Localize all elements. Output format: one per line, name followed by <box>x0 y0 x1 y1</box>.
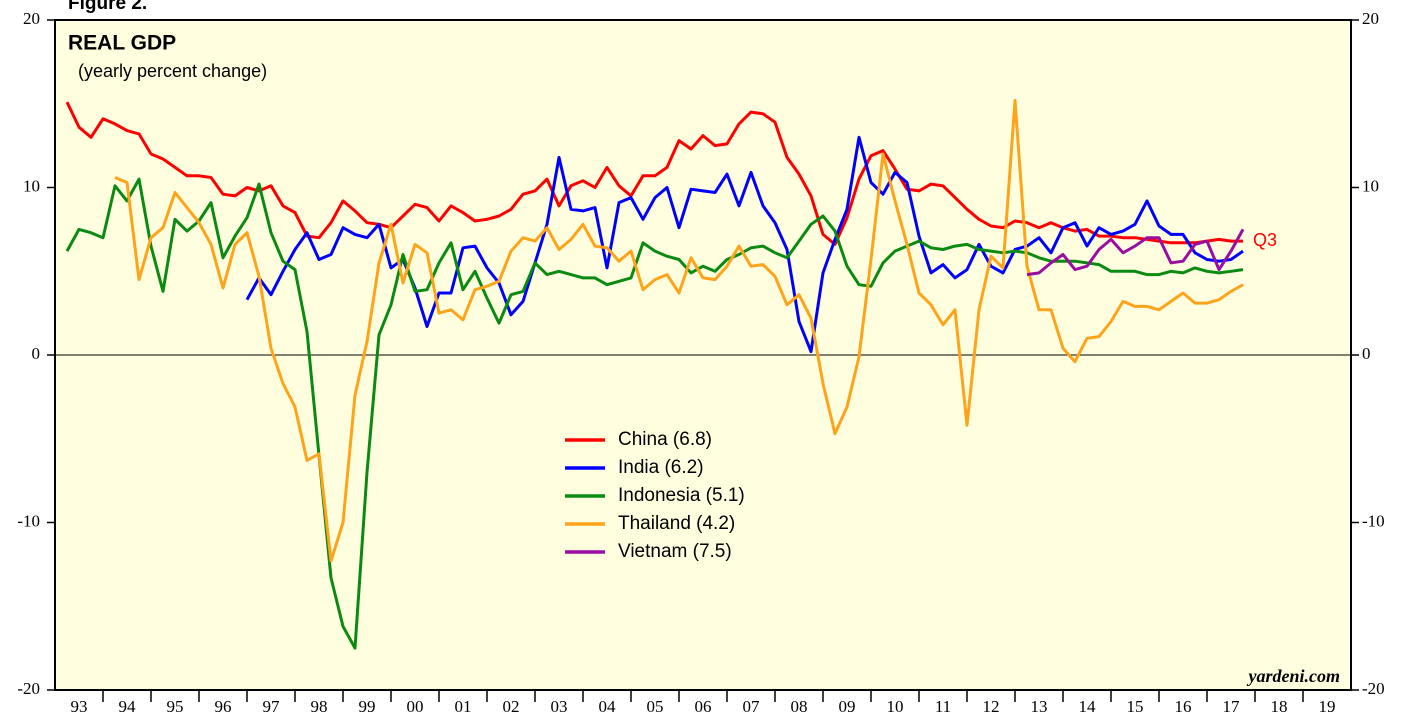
y-tick-label: -10 <box>17 511 40 530</box>
x-tick-label: 98 <box>311 697 328 716</box>
chart-title: REAL GDP <box>68 32 176 55</box>
x-tick-label: 96 <box>215 697 232 716</box>
y-tick-label: 20 <box>23 9 40 28</box>
figure-label: Figure 2. <box>68 0 147 14</box>
x-tick-label: 06 <box>695 697 712 716</box>
x-tick-label: 10 <box>887 697 904 716</box>
y2-tick-label: 0 <box>1362 344 1371 363</box>
x-tick-label: 18 <box>1271 697 1288 716</box>
x-tick-label: 99 <box>359 697 376 716</box>
x-tick-label: 08 <box>791 697 808 716</box>
x-tick-label: 02 <box>503 697 520 716</box>
legend-label: China (6.8) <box>618 429 712 450</box>
series-line <box>114 98 1244 563</box>
x-tick-label: 95 <box>167 697 184 716</box>
x-tick-label: 16 <box>1175 697 1192 716</box>
series-line <box>1026 228 1245 277</box>
x-tick-label: 19 <box>1319 697 1336 716</box>
x-tick-label: 93 <box>71 697 88 716</box>
x-tick-label: 97 <box>263 697 281 716</box>
x-tick-label: 05 <box>647 697 664 716</box>
x-tick-label: 13 <box>1031 697 1048 716</box>
y-tick-label: -20 <box>17 679 40 698</box>
chart-subtitle: (yearly percent change) <box>78 61 267 81</box>
series-line <box>65 101 1243 246</box>
x-tick-label: 17 <box>1223 697 1241 716</box>
x-tick-label: 12 <box>983 697 1000 716</box>
x-tick-label: 07 <box>743 697 761 716</box>
x-tick-label: 11 <box>935 697 951 716</box>
y2-tick-label: 10 <box>1362 176 1379 195</box>
annotation: Q3 <box>1253 230 1277 250</box>
y-tick-label: 10 <box>23 176 40 195</box>
x-tick-label: 94 <box>119 697 137 716</box>
x-tick-label: 14 <box>1079 697 1097 716</box>
legend-label: Thailand (4.2) <box>618 513 735 534</box>
x-tick-label: 00 <box>407 697 424 716</box>
y2-tick-label: -20 <box>1362 679 1385 698</box>
x-tick-label: 15 <box>1127 697 1144 716</box>
legend-label: Vietnam (7.5) <box>618 541 732 562</box>
y-tick-label: 0 <box>32 344 41 363</box>
x-tick-label: 04 <box>599 697 617 716</box>
y2-tick-label: 20 <box>1362 9 1379 28</box>
series-line <box>65 177 1244 650</box>
x-tick-label: 03 <box>551 697 568 716</box>
x-tick-label: 09 <box>839 697 856 716</box>
legend-label: India (6.2) <box>618 457 704 478</box>
x-tick-label: 01 <box>455 697 472 716</box>
source-label: yardeni.com <box>1247 666 1341 686</box>
y2-tick-label: -10 <box>1362 511 1385 530</box>
legend-label: Indonesia (5.1) <box>618 485 745 506</box>
